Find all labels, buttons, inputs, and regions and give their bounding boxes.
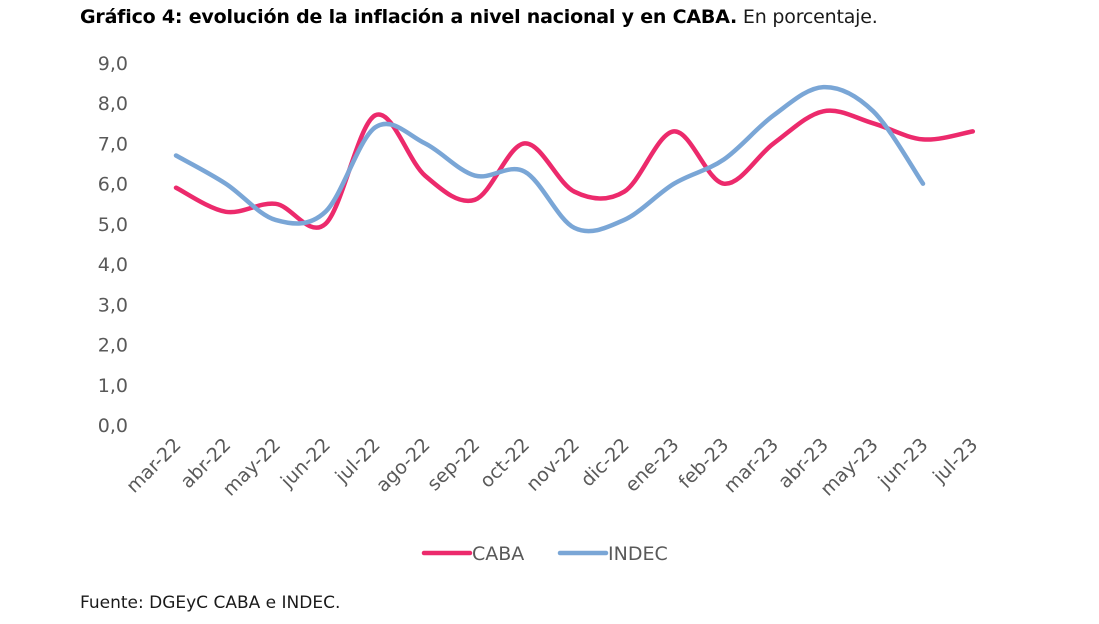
y-tick-label: 2,0 [98,335,128,357]
y-tick-label: 9,0 [98,53,128,75]
legend: CABA INDEC [421,543,668,565]
y-tick-label: 8,0 [98,93,128,115]
line-chart: 0,0 1,0 2,0 3,0 4,0 5,0 6,0 7,0 8,0 9,0 mar-22abr… [98,53,983,565]
source-note: Fuente: DGEyC CABA e INDEC. [80,593,341,613]
x-tick-label: mar-23 [720,434,783,497]
series-line-indec [173,84,926,234]
legend-label-caba: CABA [472,543,524,565]
x-tick-label: mar-22 [122,434,185,497]
y-tick-label: 5,0 [98,214,128,236]
x-tick-label: ago-22 [372,434,435,497]
legend-label-indec: INDEC [608,543,668,565]
y-axis: 0,0 1,0 2,0 3,0 4,0 5,0 6,0 7,0 8,0 9,0 [98,53,128,437]
chart-title-bold: Gráfico 4: evolución de la inflación a n… [80,6,738,28]
x-tick-label: jul-23 [928,434,982,488]
y-tick-label: 1,0 [98,375,128,397]
x-tick-label: jun-23 [874,434,933,493]
chart-title: Gráfico 4: evolución de la inflación a n… [80,6,878,28]
y-tick-label: 3,0 [98,294,128,316]
y-tick-label: 7,0 [98,133,128,155]
x-tick-label: sep-22 [423,434,484,495]
x-tick-label: ene-23 [621,434,684,497]
x-tick-label: jun-22 [276,434,335,493]
y-tick-label: 4,0 [98,254,128,276]
y-tick-label: 6,0 [98,174,128,196]
x-tick-label: nov-22 [522,434,584,496]
x-axis: mar-22abr-22may-22jun-22jul-22ago-22sep-… [122,434,982,501]
series-line-caba [173,108,976,230]
chart-title-subtitle: En porcentaje. [737,6,878,28]
series-lines [173,84,976,234]
y-tick-label: 0,0 [98,415,128,437]
